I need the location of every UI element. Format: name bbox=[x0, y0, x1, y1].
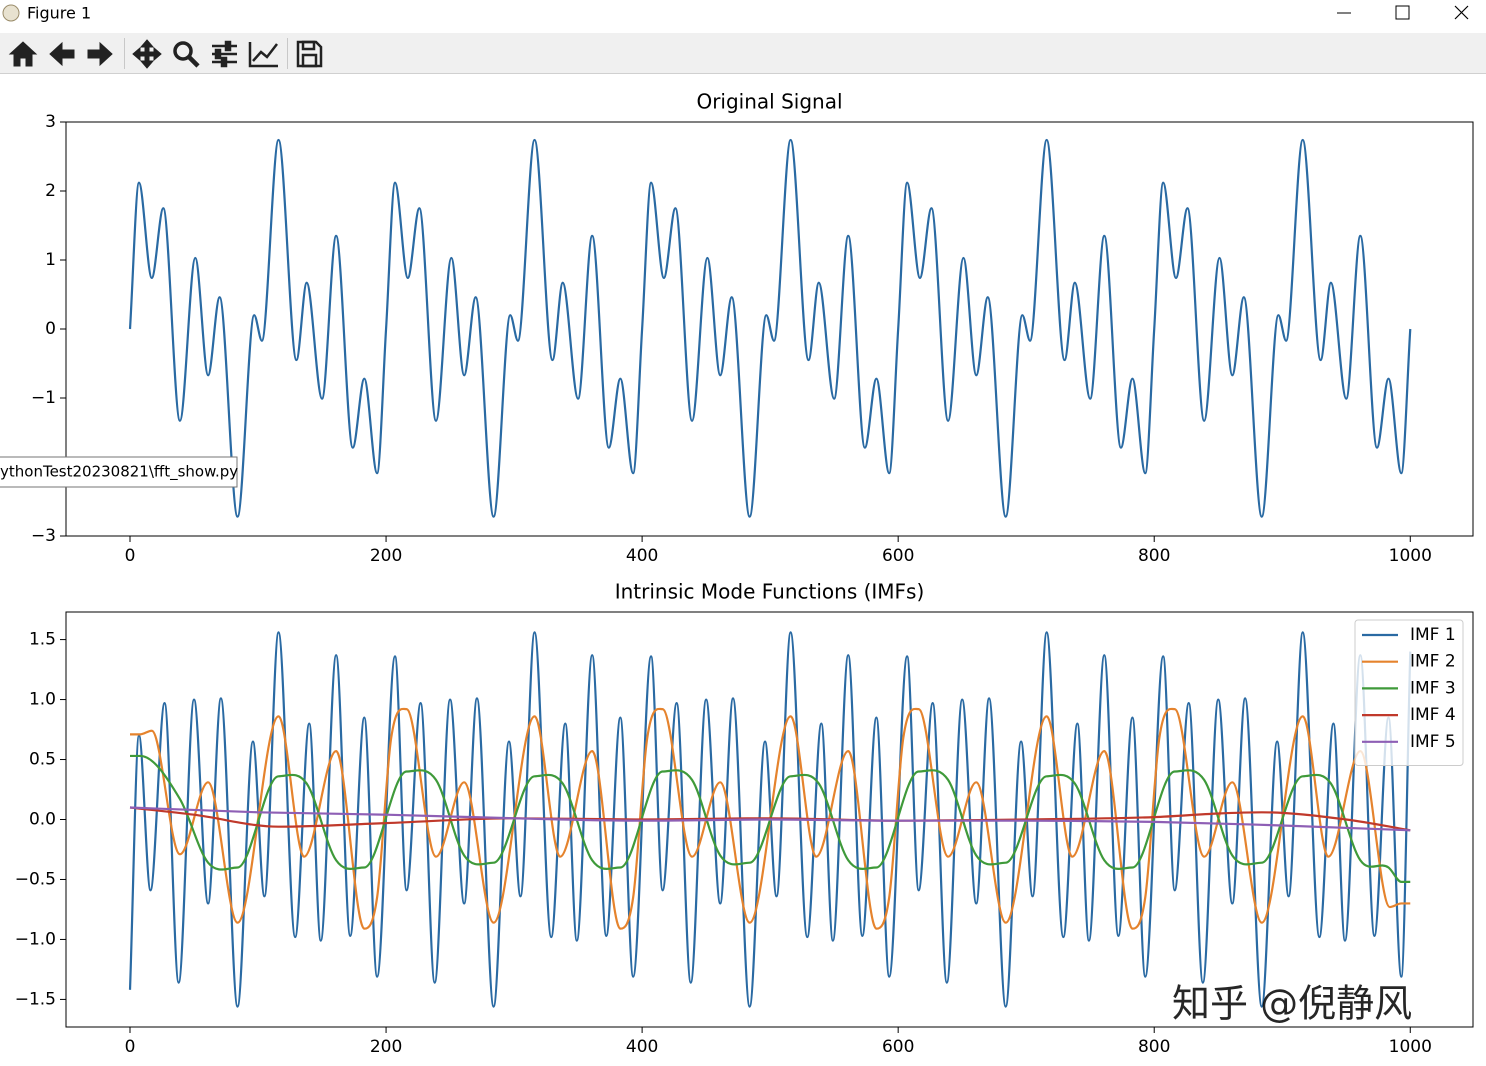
overlay: ythonTest20230821\fft_show.py 知乎 @倪静风 bbox=[0, 456, 1412, 1026]
x-tick-label: 0 bbox=[125, 1037, 136, 1057]
x-tick-label: 200 bbox=[370, 546, 402, 566]
y-tick-label: 0.5 bbox=[29, 750, 56, 770]
series-line bbox=[130, 707, 1411, 930]
y-tick-label: −1 bbox=[31, 388, 56, 408]
back-button[interactable] bbox=[49, 41, 75, 67]
legend-label: IMF 2 bbox=[1410, 652, 1456, 672]
axes: Intrinsic Mode Functions (IMFs) 0 200 400 60… bbox=[15, 580, 1474, 1057]
x-tick-label: 600 bbox=[882, 1037, 914, 1057]
toolbar-icons bbox=[8, 39, 323, 69]
pan-button[interactable] bbox=[132, 39, 162, 69]
title-bar bbox=[0, 0, 1486, 30]
x-tick-label: 800 bbox=[1138, 1037, 1170, 1057]
app-icon bbox=[2, 4, 20, 22]
window-title: Figure 1 bbox=[27, 4, 91, 23]
legend-box bbox=[1354, 619, 1464, 766]
legend-label: IMF 1 bbox=[1410, 625, 1456, 645]
forward-button[interactable] bbox=[87, 41, 113, 67]
plot-area bbox=[128, 631, 1412, 1008]
chart-title: Intrinsic Mode Functions (IMFs) bbox=[615, 580, 925, 604]
x-tick-label: 800 bbox=[1138, 546, 1170, 566]
legend-label: IMF 5 bbox=[1410, 732, 1456, 752]
figure: Original Signal02004006008001000−3−2−101… bbox=[15, 90, 1474, 1057]
save-button[interactable] bbox=[296, 40, 323, 68]
maximize-button[interactable] bbox=[1395, 5, 1410, 20]
series-line bbox=[130, 754, 1411, 883]
y-tick-label: 1 bbox=[45, 250, 56, 270]
y-tick-label: 1.5 bbox=[29, 630, 56, 650]
y-tick-label: 2 bbox=[45, 181, 56, 201]
y-tick-label: −0.5 bbox=[15, 869, 56, 889]
axes: Original Signal02004006008001000−3−2−101… bbox=[31, 90, 1474, 566]
x-tick-label: 1000 bbox=[1389, 546, 1432, 566]
y-tick-label: 0.0 bbox=[29, 810, 56, 830]
x-tick-label: 600 bbox=[882, 546, 914, 566]
chart-title: Original Signal bbox=[696, 90, 842, 114]
zoom-button[interactable] bbox=[173, 41, 200, 68]
axes-frame bbox=[65, 611, 1474, 1028]
y-tick-label: −3 bbox=[31, 526, 56, 546]
plot-area bbox=[128, 138, 1412, 518]
tooltip-box bbox=[0, 456, 238, 488]
y-tick-label: 0 bbox=[45, 319, 56, 339]
toolbar bbox=[0, 33, 1486, 73]
x-tick-label: 400 bbox=[626, 1037, 658, 1057]
watermark: 知乎 @倪静风 bbox=[1172, 982, 1412, 1026]
x-tick-label: 200 bbox=[370, 1037, 402, 1057]
legend-label: IMF 4 bbox=[1410, 705, 1456, 725]
axes-frame bbox=[65, 121, 1474, 537]
series-line bbox=[129, 806, 1411, 832]
y-tick-label: −1.0 bbox=[15, 929, 56, 949]
configure-button[interactable] bbox=[212, 40, 237, 68]
y-tick-label: −1.5 bbox=[15, 989, 56, 1009]
home-button[interactable] bbox=[8, 41, 38, 67]
close-button[interactable] bbox=[1454, 5, 1469, 20]
x-tick-label: 0 bbox=[125, 546, 136, 566]
series-line bbox=[128, 138, 1412, 518]
x-tick-label: 1000 bbox=[1389, 1037, 1432, 1057]
edit-axis-button[interactable] bbox=[248, 42, 278, 68]
x-tick-label: 400 bbox=[626, 546, 658, 566]
y-tick-label: 1.0 bbox=[29, 690, 56, 710]
legend-label: IMF 3 bbox=[1410, 678, 1456, 698]
y-tick-label: 3 bbox=[45, 112, 56, 132]
tooltip-text: ythonTest20230821\fft_show.py bbox=[0, 463, 238, 482]
